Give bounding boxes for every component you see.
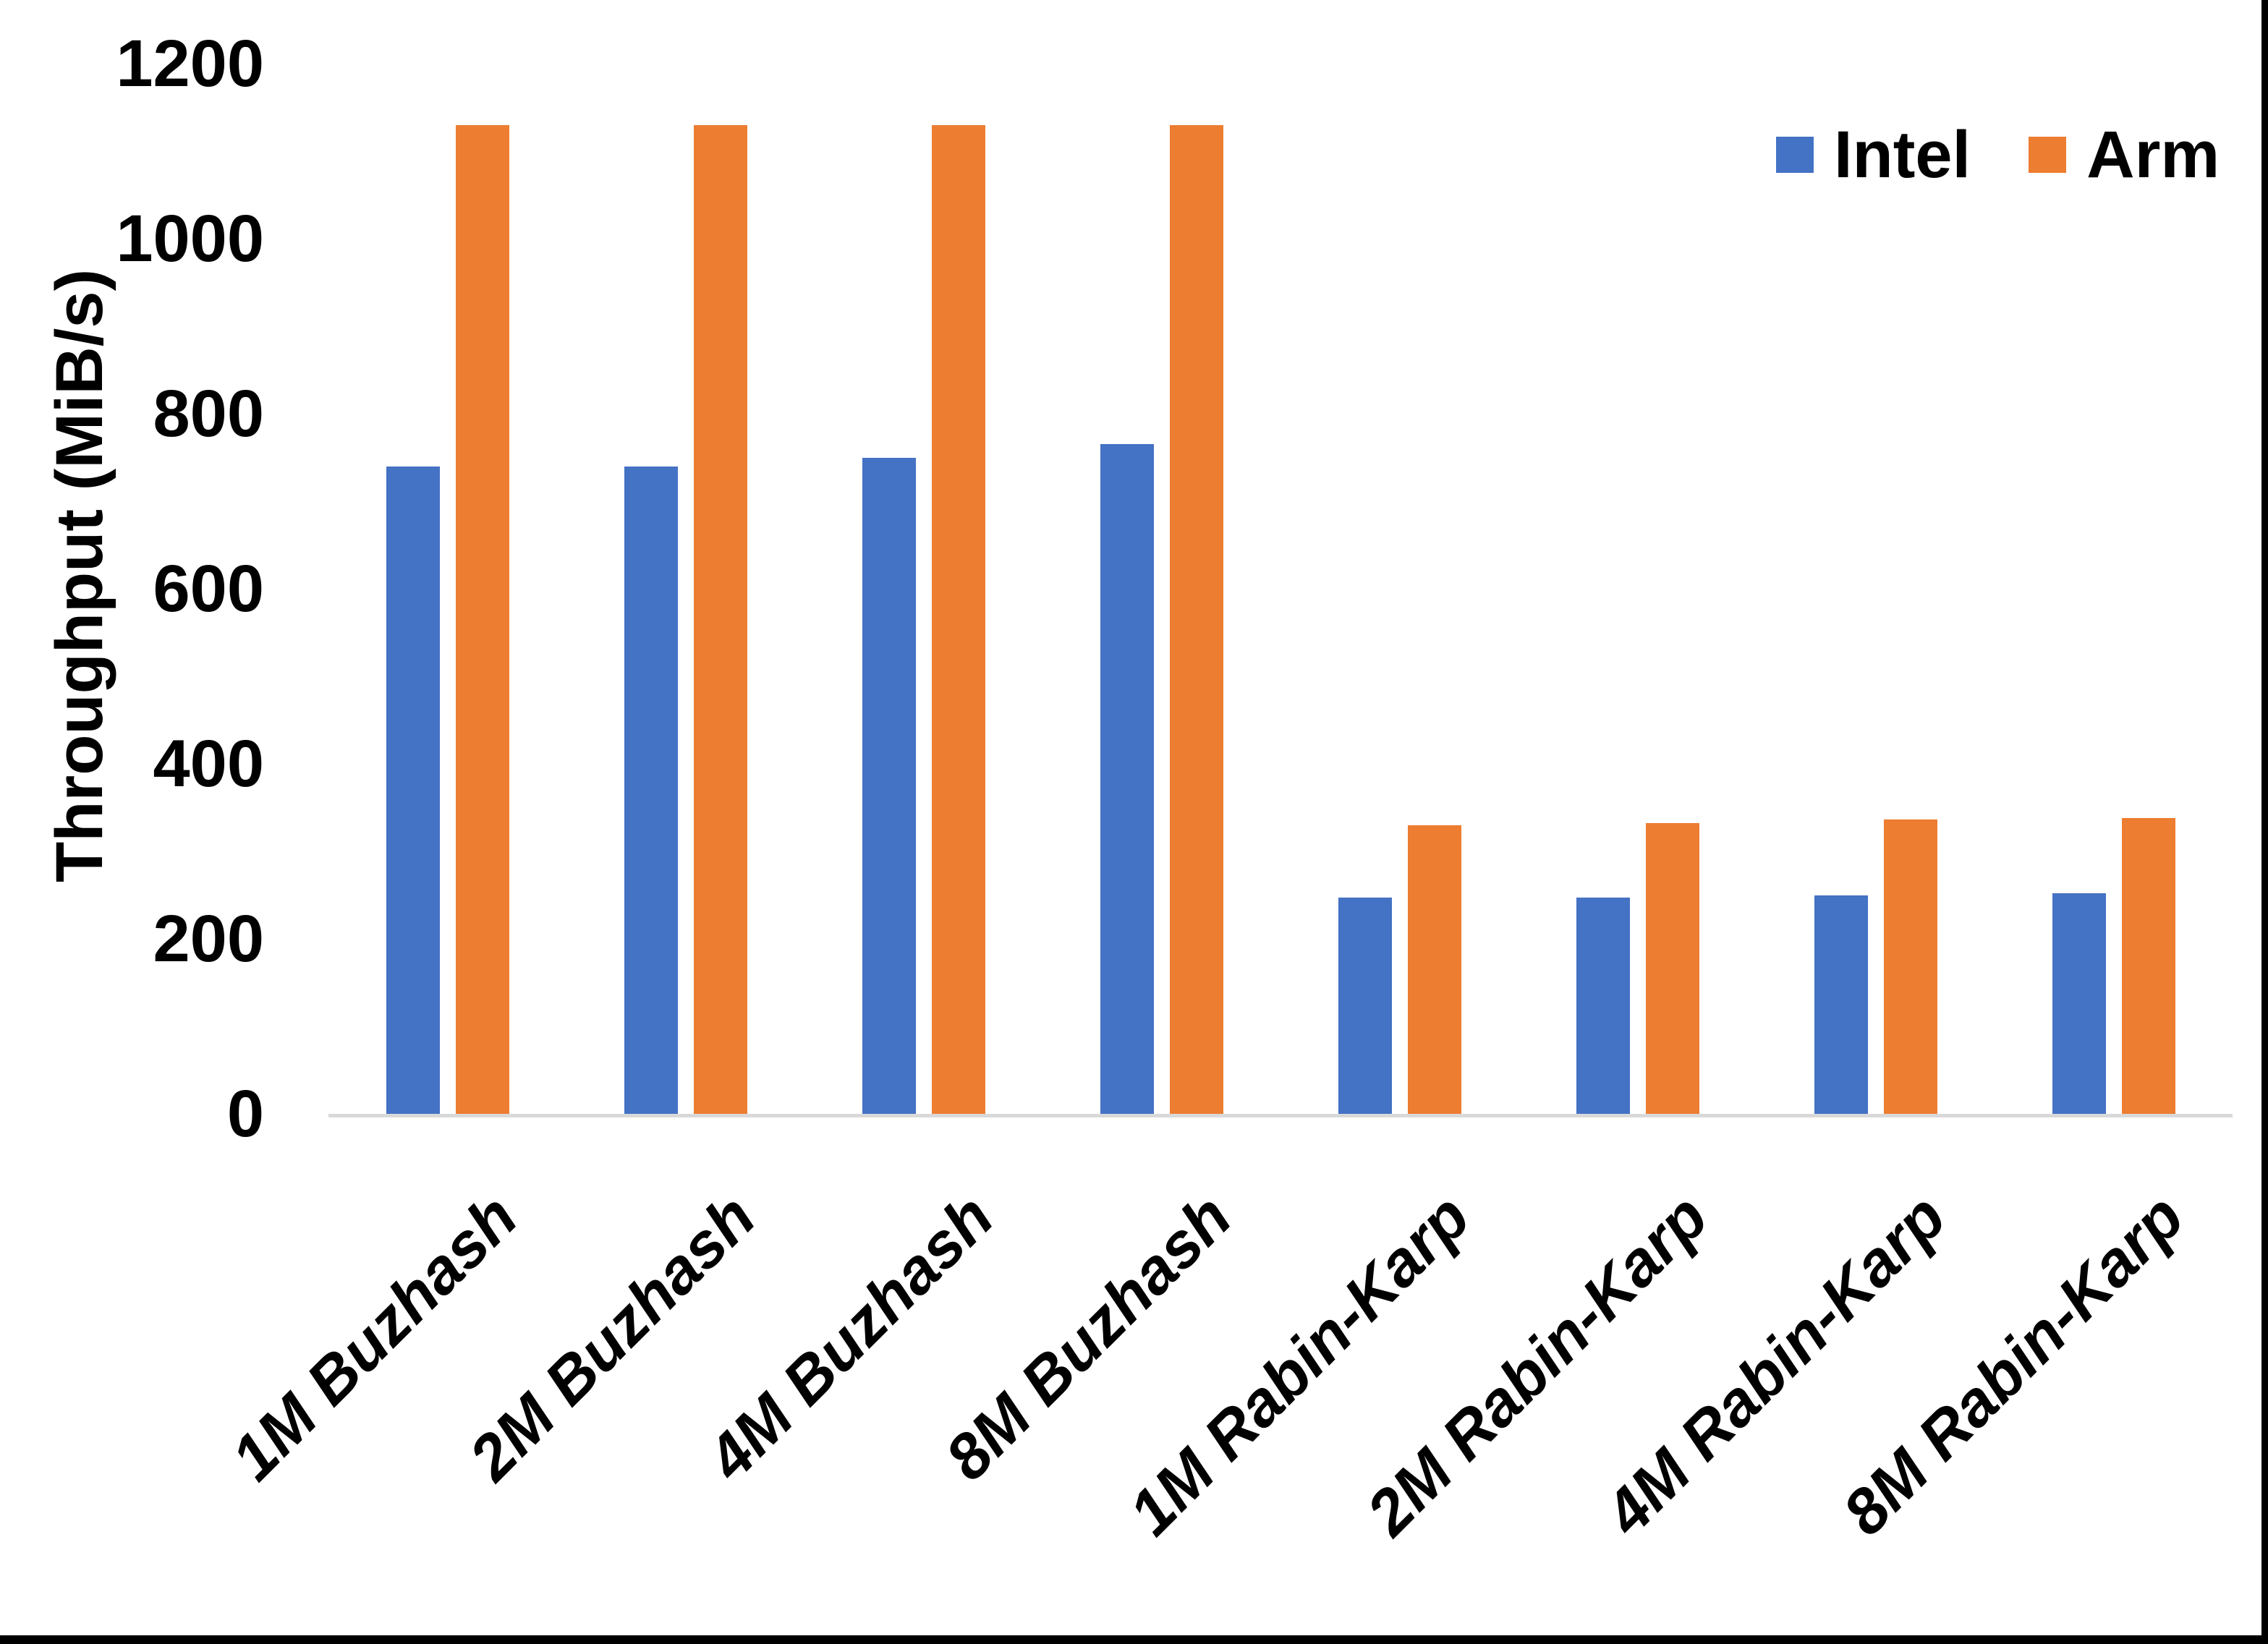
bar-group-2m-rabin-karp xyxy=(1519,64,1757,1114)
bar-arm-1m-buzhash xyxy=(455,124,509,1114)
bar-group-2m-buzhash xyxy=(566,64,804,1114)
legend-label-arm: Arm xyxy=(2086,118,2220,192)
bar-group-1m-rabin-karp xyxy=(1280,64,1519,1114)
y-tick-label-200: 200 xyxy=(153,902,265,976)
plot-area xyxy=(328,64,2233,1117)
legend-label-intel: Intel xyxy=(1834,118,1971,192)
y-tick-label-800: 800 xyxy=(153,377,265,451)
bar-intel-4m-rabin-karp xyxy=(1814,895,1868,1114)
legend-item-arm: Arm xyxy=(2029,122,2220,188)
bar-intel-2m-buzhash xyxy=(624,466,678,1114)
arm-series-swatch xyxy=(2029,137,2067,173)
bar-intel-8m-buzhash xyxy=(1100,444,1154,1114)
bar-intel-1m-buzhash xyxy=(386,466,440,1114)
y-tick-label-0: 0 xyxy=(226,1077,264,1151)
bar-arm-1m-rabin-karp xyxy=(1407,825,1461,1114)
y-tick-label-600: 600 xyxy=(153,552,265,626)
y-tick-label-1200: 1200 xyxy=(116,27,264,101)
bar-intel-2m-rabin-karp xyxy=(1576,898,1630,1114)
bar-group-8m-buzhash xyxy=(1042,64,1280,1114)
screen-border-bottom xyxy=(0,1635,2268,1644)
bar-group-8m-rabin-karp xyxy=(1995,64,2233,1114)
bar-intel-8m-rabin-karp xyxy=(2052,893,2106,1114)
bar-arm-8m-buzhash xyxy=(1169,124,1223,1114)
bar-arm-2m-buzhash xyxy=(693,124,747,1114)
bar-group-4m-buzhash xyxy=(804,64,1042,1114)
x-axis-line xyxy=(328,1114,2233,1117)
bar-arm-4m-buzhash xyxy=(931,124,985,1114)
bar-arm-8m-rabin-karp xyxy=(2121,818,2175,1114)
bar-intel-4m-buzhash xyxy=(862,457,916,1114)
legend: Intel Arm xyxy=(1776,122,2220,188)
bar-arm-4m-rabin-karp xyxy=(1883,819,1937,1114)
y-tick-label-1000: 1000 xyxy=(116,202,264,276)
bar-arm-2m-rabin-karp xyxy=(1645,823,1699,1114)
y-tick-label-400: 400 xyxy=(153,727,265,801)
legend-item-intel: Intel xyxy=(1776,122,1971,188)
bar-intel-1m-rabin-karp xyxy=(1338,898,1392,1114)
bar-group-4m-rabin-karp xyxy=(1757,64,1995,1114)
bar-group-1m-buzhash xyxy=(328,64,566,1114)
intel-series-swatch xyxy=(1776,137,1814,173)
screen-border-right xyxy=(2261,0,2268,1644)
